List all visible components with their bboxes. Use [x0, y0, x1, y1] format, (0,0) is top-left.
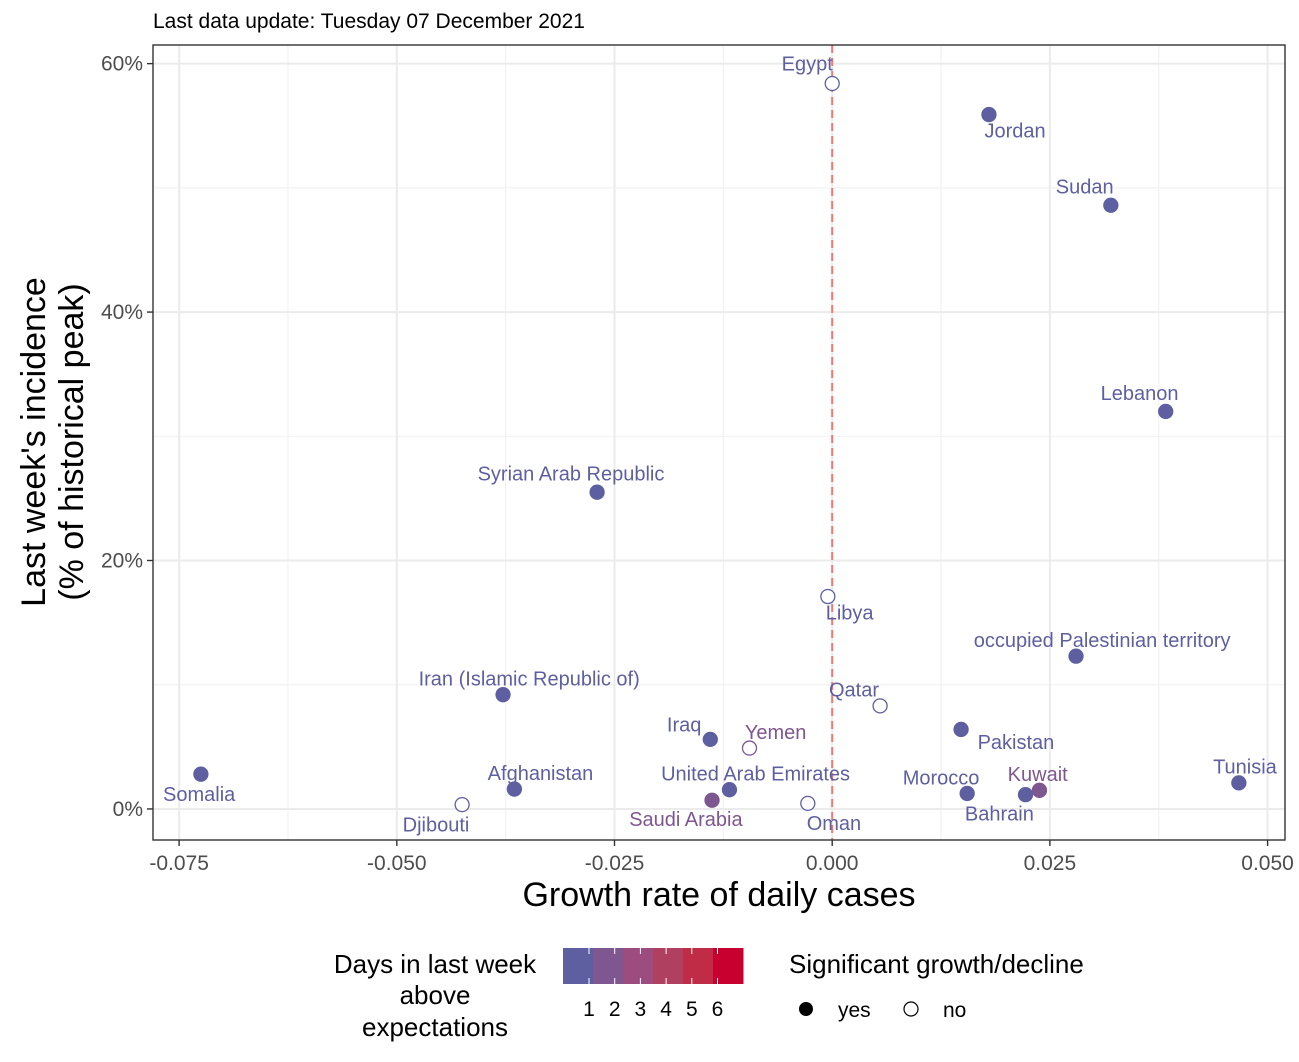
label-qatar: Qatar — [829, 680, 879, 702]
label-libya: Libya — [826, 603, 875, 625]
point-sudan — [1103, 197, 1119, 213]
point-morocco — [959, 785, 975, 802]
label-morocco: Morocco — [903, 767, 980, 789]
shape-legend-title: Significant growth/decline — [789, 949, 1084, 979]
data-points — [193, 75, 1247, 813]
point-pakistan — [953, 721, 969, 738]
point-iran-islamic-republic-of — [495, 687, 511, 703]
label-saudi-arabia: Saudi Arabia — [629, 809, 743, 831]
color-legend-title-line-2: above — [400, 980, 471, 1010]
label-jordan: Jordan — [984, 121, 1045, 143]
color-bar-label-2: 2 — [609, 998, 621, 1021]
x-tick-label-3: 0.000 — [806, 852, 859, 875]
x-axis-ticks: -0.075 -0.050 -0.025 0.000 0.025 0.050 — [149, 840, 1294, 875]
color-bar-segment-3 — [623, 948, 654, 984]
point-djibouti — [454, 796, 470, 813]
color-bar-segment-4 — [653, 948, 684, 984]
color-legend-title-line-3: expectations — [362, 1012, 508, 1042]
x-axis-title: Growth rate of daily cases — [522, 876, 915, 914]
shape-legend-no-marker — [903, 1001, 919, 1017]
label-occupied-palestinian-territory: occupied Palestinian territory — [974, 630, 1231, 652]
point-qatar — [872, 698, 888, 714]
color-bar-label-6: 6 — [712, 998, 724, 1021]
label-lebanon: Lebanon — [1101, 383, 1179, 405]
x-tick-label-1: -0.050 — [367, 852, 427, 875]
point-somalia — [193, 766, 209, 782]
label-iraq: Iraq — [667, 714, 701, 736]
chart-subtitle: Last data update: Tuesday 07 December 20… — [153, 10, 585, 33]
y-tick-label-3: 60% — [101, 53, 143, 76]
point-kuwait — [1031, 782, 1048, 798]
color-bar-label-1: 1 — [583, 998, 595, 1021]
point-lebanon — [1158, 403, 1174, 420]
color-bar-segment-2 — [593, 948, 624, 984]
color-bar-segment-5 — [683, 948, 714, 984]
label-egypt: Egypt — [782, 54, 834, 76]
point-jordan — [981, 106, 997, 123]
color-bar-label-3: 3 — [635, 998, 647, 1021]
label-afghanistan: Afghanistan — [488, 763, 594, 785]
color-bar-label-5: 5 — [686, 998, 698, 1021]
label-tunisia: Tunisia — [1213, 757, 1278, 779]
plot-panel-border — [152, 44, 1286, 841]
point-occupied-palestinian-territory — [1068, 648, 1084, 664]
y-axis-title: Last week's incidence (% of historical p… — [15, 277, 91, 607]
label-united-arab-emirates: United Arab Emirates — [661, 764, 850, 786]
y-axis-ticks: 0% 20% 40% 60% — [101, 53, 153, 821]
y-tick-label-1: 20% — [101, 550, 143, 573]
shape-legend-no-label: no — [943, 999, 966, 1022]
point-libya — [820, 588, 836, 605]
point-afghanistan — [506, 781, 523, 797]
label-pakistan: Pakistan — [978, 732, 1055, 754]
shape-legend: Significant growth/decline yes no — [789, 949, 1084, 1022]
shape-legend-yes-marker — [799, 1002, 813, 1016]
label-sudan: Sudan — [1056, 177, 1114, 199]
point-tunisia — [1231, 775, 1247, 791]
x-tick-label-5: 0.050 — [1241, 852, 1294, 875]
label-syrian-arab-republic: Syrian Arab Republic — [478, 464, 665, 486]
point-egypt — [824, 75, 840, 92]
x-tick-label-0: -0.075 — [149, 852, 209, 875]
label-yemen: Yemen — [745, 722, 807, 744]
point-united-arab-emirates — [721, 782, 738, 798]
point-bahrain — [1017, 787, 1034, 803]
point-yemen — [741, 740, 758, 756]
color-bar-segment-1 — [563, 948, 594, 984]
label-bahrain: Bahrain — [965, 803, 1034, 825]
color-legend-title-line-1: Days in last week — [334, 949, 537, 979]
label-kuwait: Kuwait — [1008, 764, 1068, 786]
label-oman: Oman — [807, 813, 861, 835]
color-bar-segment-6 — [713, 948, 744, 984]
y-axis-title-line-1: Last week's incidence — [15, 277, 53, 607]
y-tick-label-0: 0% — [113, 798, 143, 821]
point-labels: Egypt Jordan Sudan Lebanon Syrian Arab Repub… — [163, 54, 1278, 837]
point-iraq — [702, 731, 718, 748]
y-axis-title-line-2: (% of historical peak) — [53, 283, 91, 600]
shape-legend-yes-label: yes — [838, 999, 871, 1022]
label-somalia: Somalia — [163, 784, 236, 806]
point-saudi-arabia — [704, 792, 720, 808]
point-oman — [800, 795, 816, 812]
major-gridlines — [153, 45, 1285, 840]
color-bar-label-4: 4 — [660, 998, 672, 1021]
point-syrian-arab-republic — [589, 484, 605, 500]
label-iran-islamic-republic-of: Iran (Islamic Republic of) — [419, 669, 640, 691]
x-tick-label-2: -0.025 — [585, 852, 645, 875]
label-djibouti: Djibouti — [403, 814, 470, 836]
x-tick-label-4: 0.025 — [1024, 852, 1077, 875]
y-tick-label-2: 40% — [101, 301, 143, 324]
color-bar — [563, 948, 744, 984]
minor-gridlines — [153, 45, 1285, 840]
